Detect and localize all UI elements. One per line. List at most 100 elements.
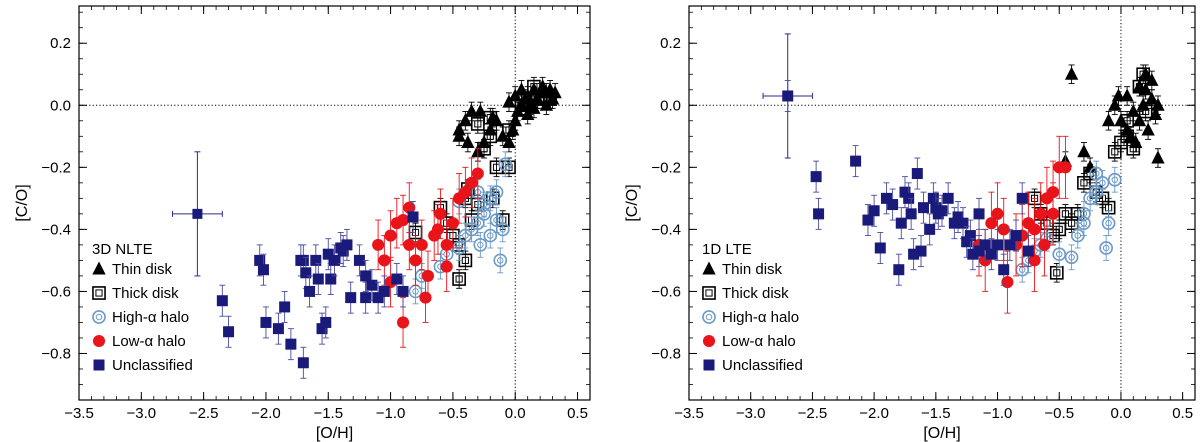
legend-label: Thick disk [722,285,789,302]
data-point [911,168,923,180]
data-point [440,260,453,273]
data-point [813,208,825,220]
legend-marker [92,261,106,275]
data-point [942,192,954,204]
data-point [527,79,541,94]
data-point-inner [477,241,484,249]
data-point [329,254,340,266]
data-point [1108,97,1122,111]
data-point [366,279,378,291]
data-point [384,229,397,242]
data-point [1141,122,1155,136]
data-point [310,254,322,266]
data-point [473,238,488,252]
data-point-inner [1135,83,1144,91]
y-tick-label: 0.0 [660,97,681,114]
data-point [465,176,478,189]
data-point [1004,239,1016,251]
legend-label: Low-α halo [112,333,186,350]
data-point [421,269,435,282]
data-point [1120,88,1134,102]
data-point [257,264,269,276]
legend-label: High-α halo [112,309,189,326]
data-point [1016,192,1028,204]
data-point [341,239,353,251]
data-point-inner [474,120,482,128]
data-point [915,245,927,257]
data-point [464,103,479,117]
data-point [1052,247,1067,262]
x-tick-label: 0.0 [505,405,526,422]
data-point-inner [534,95,542,103]
data-point-inner [1055,225,1063,233]
legend-label: High-α halo [722,309,799,326]
data-point-inner [505,126,513,134]
data-point-inner [1129,145,1137,153]
data-point-inner [1093,170,1100,177]
legend-label: Unclassified [722,357,803,374]
data-point [895,217,907,229]
x-tick-label: 0.5 [1172,405,1193,422]
data-point [961,236,973,248]
data-point [887,199,899,211]
x-tick-label: −2.5 [189,405,219,422]
legend: Thin disk Thick disk High-α halo Low-α halo… [702,261,803,374]
data-point-inner [461,256,469,264]
data-point [899,186,911,198]
data-point [548,85,562,99]
y-tick-label: −0.8 [41,345,71,362]
data-point [508,113,522,127]
data-point [1077,144,1091,158]
data-point [502,94,516,108]
data-point [1038,238,1051,251]
data-point [1010,230,1022,242]
data-point [874,242,886,254]
data-point [489,213,504,227]
y-tick-label: −0.8 [651,345,681,362]
x-tick-label: −3.5 [64,405,94,422]
data-point [908,248,920,260]
data-point [459,186,472,199]
data-point-inner [1053,269,1061,277]
x-tick-label: 0.0 [1111,405,1132,422]
legend-label: Thin disk [722,261,783,278]
data-point [223,326,235,338]
data-point [452,272,466,286]
data-point-inner [1123,132,1131,140]
legend: Thin disk Thick disk High-α halo Low-α halo… [92,261,193,374]
data-point-inner [517,101,526,109]
legend-marker [702,261,716,275]
data-point-inner [493,188,500,196]
y-tick-label: −0.4 [41,221,71,238]
data-point-inner [1139,70,1147,78]
data-point [353,254,365,266]
data-point [337,245,349,257]
representative-point [192,208,203,219]
data-point [1120,113,1134,128]
data-point [991,207,1004,220]
data-point-inner [497,257,504,264]
x-tick-label: −0.5 [1044,405,1074,422]
legend-label: Low-α halo [722,333,796,350]
data-point [1151,97,1165,111]
series-thin-disk [1058,64,1165,178]
data-point-inner [486,114,494,122]
data-point [508,88,522,102]
data-point-inner [474,219,482,227]
data-point [985,217,998,230]
data-point [360,292,372,304]
data-point [924,223,936,235]
data-point-inner [1086,195,1094,202]
data-point [477,197,491,212]
data-point-inner [1111,176,1119,183]
data-point [452,128,466,142]
data-point [985,248,997,260]
x-tick-label: −2.0 [859,405,889,422]
data-point [498,157,513,172]
data-point-inner [546,95,554,103]
data-point [1022,245,1034,257]
series-thin-disk [452,76,562,162]
data-point [300,267,312,279]
x-tick-label: −3.0 [127,405,157,422]
